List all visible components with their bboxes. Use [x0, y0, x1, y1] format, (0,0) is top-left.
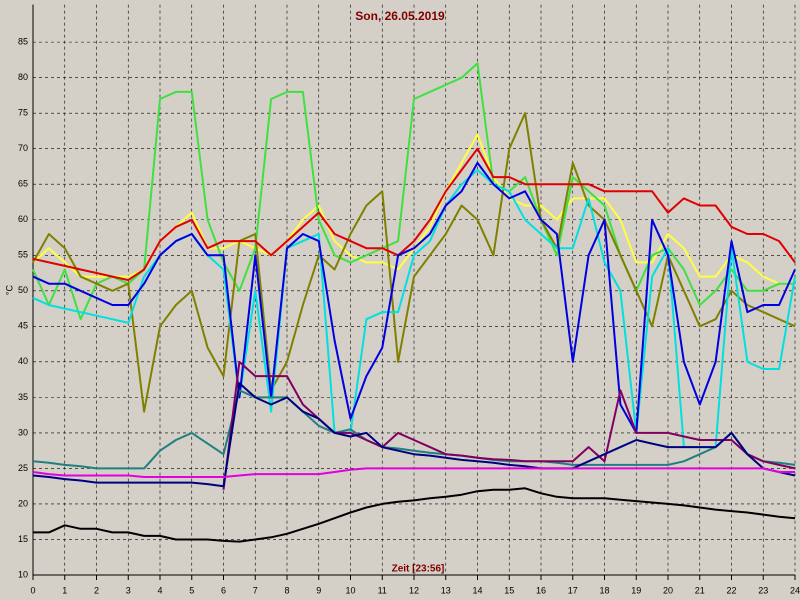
y-tick-label: 40: [18, 356, 28, 366]
y-tick-label: 30: [18, 427, 28, 437]
x-tick-label: 14: [472, 585, 482, 595]
y-tick-label: 80: [18, 72, 28, 82]
y-tick-label: 35: [18, 392, 28, 402]
y-tick-label: 55: [18, 250, 28, 260]
series-line: [33, 487, 796, 543]
x-tick-label: 23: [758, 585, 768, 595]
y-tick-label: 50: [18, 285, 28, 295]
x-tick-label: 15: [504, 585, 514, 595]
x-tick-label: 7: [253, 585, 258, 595]
x-tick-label: 19: [631, 585, 641, 595]
y-tick-label: 25: [18, 463, 28, 473]
y-tick-label: 20: [18, 498, 28, 508]
x-tick-label: 12: [409, 585, 419, 595]
x-tick-label: 10: [345, 585, 355, 595]
series-line: [32, 467, 795, 478]
y-tick-label: 60: [18, 214, 28, 224]
y-tick-label: 65: [18, 179, 28, 189]
y-tick-label: 10: [18, 569, 28, 579]
x-tick-label: 13: [441, 585, 451, 595]
y-tick-label: 75: [18, 108, 28, 118]
x-tick-label: 8: [284, 585, 289, 595]
y-axis-label: °C: [4, 284, 14, 295]
x-tick-label: 21: [695, 585, 705, 595]
y-tick-label: 85: [18, 37, 28, 47]
x-tick-label: 17: [568, 585, 578, 595]
x-tick-label: 11: [378, 585, 387, 595]
y-tick-label: 45: [18, 321, 28, 331]
x-tick-label: 6: [221, 585, 226, 595]
x-axis-label: Zeit [23:56]: [392, 564, 445, 575]
x-tick-label: 1: [62, 585, 67, 595]
series-line: [32, 147, 796, 282]
x-tick-label: 4: [157, 585, 162, 595]
y-tick-label: 15: [18, 534, 28, 544]
x-tick-label: 18: [599, 585, 609, 595]
x-tick-label: 22: [726, 585, 736, 595]
x-tick-label: 16: [536, 585, 546, 595]
x-tick-label: 3: [126, 585, 131, 595]
series-line: [32, 389, 796, 470]
x-tick-label: 24: [790, 585, 800, 595]
x-tick-label: 20: [663, 585, 673, 595]
x-tick-label: 0: [30, 585, 35, 595]
series-line: [32, 382, 796, 488]
series-line: [32, 161, 796, 434]
x-tick-label: 2: [94, 585, 99, 595]
x-tick-label: 9: [316, 585, 321, 595]
chart-title: Son, 26.05.2019: [355, 9, 445, 23]
x-tick-label: 5: [189, 585, 194, 595]
y-tick-label: 70: [18, 143, 28, 153]
